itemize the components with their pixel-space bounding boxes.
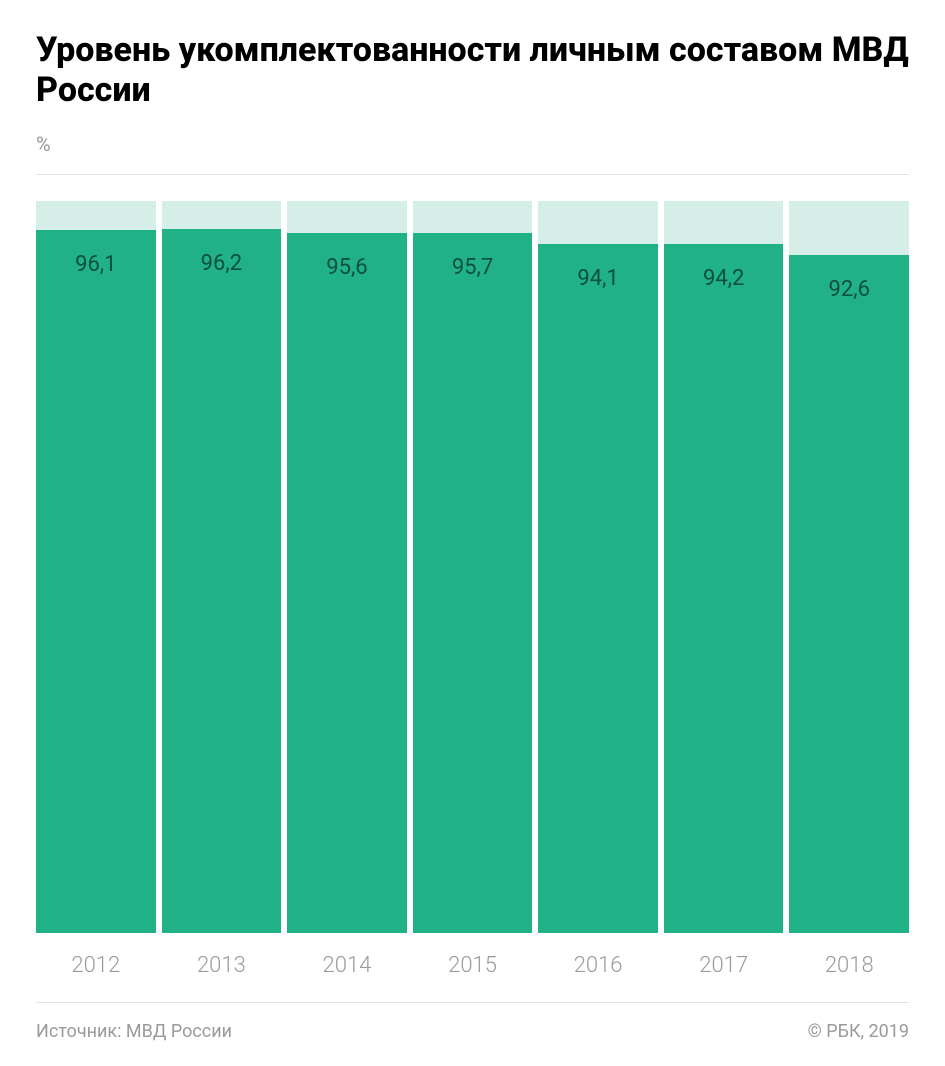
bar-remainder	[664, 201, 784, 243]
bar-fill: 96,1	[36, 230, 156, 933]
bar-value-label: 94,1	[538, 266, 658, 291]
bar-remainder	[413, 201, 533, 232]
bar-track: 94,1	[538, 201, 658, 933]
bar-chart: 96,1 2012 96,2 2013 95,6 2014 95,7 2015 94,1 2016…	[36, 201, 909, 994]
x-axis-label: 2017	[664, 933, 784, 994]
bar-fill: 94,2	[664, 244, 784, 933]
unit-label: %	[36, 132, 909, 156]
bar-fill: 95,7	[413, 233, 533, 933]
bar-column: 96,1 2012	[36, 201, 156, 994]
bar-remainder	[36, 201, 156, 230]
bar-column: 96,2 2013	[162, 201, 282, 994]
top-divider	[36, 174, 909, 175]
bar-track: 95,6	[287, 201, 407, 933]
bar-fill: 96,2	[162, 229, 282, 933]
x-axis-label: 2015	[413, 933, 533, 994]
bottom-divider	[36, 1002, 909, 1003]
bar-value-label: 95,6	[287, 255, 407, 280]
bar-value-label: 92,6	[789, 277, 909, 302]
bar-column: 94,2 2017	[664, 201, 784, 994]
x-axis-label: 2018	[789, 933, 909, 994]
bar-column: 94,1 2016	[538, 201, 658, 994]
bar-value-label: 94,2	[664, 266, 784, 291]
bar-fill: 95,6	[287, 233, 407, 933]
x-axis-label: 2014	[287, 933, 407, 994]
bar-track: 96,2	[162, 201, 282, 933]
x-axis-label: 2013	[162, 933, 282, 994]
source-label: Источник: МВД России	[36, 1021, 232, 1042]
bar-column: 95,6 2014	[287, 201, 407, 994]
bar-track: 95,7	[413, 201, 533, 933]
bar-remainder	[538, 201, 658, 244]
bar-remainder	[287, 201, 407, 233]
bar-fill: 92,6	[789, 255, 909, 933]
bar-track: 94,2	[664, 201, 784, 933]
chart-title: Уровень укомплектованности личным состав…	[36, 30, 909, 110]
bar-track: 92,6	[789, 201, 909, 933]
bar-remainder	[162, 201, 282, 229]
x-axis-label: 2012	[36, 933, 156, 994]
bar-value-label: 96,2	[162, 251, 282, 276]
bar-remainder	[789, 201, 909, 255]
bar-value-label: 95,7	[413, 255, 533, 280]
chart-footer: Источник: МВД России © РБК, 2019	[36, 1021, 909, 1042]
bar-fill: 94,1	[538, 244, 658, 933]
bar-column: 95,7 2015	[413, 201, 533, 994]
bar-column: 92,6 2018	[789, 201, 909, 994]
bar-track: 96,1	[36, 201, 156, 933]
x-axis-label: 2016	[538, 933, 658, 994]
bar-value-label: 96,1	[36, 252, 156, 277]
copyright-label: © РБК, 2019	[808, 1021, 909, 1042]
